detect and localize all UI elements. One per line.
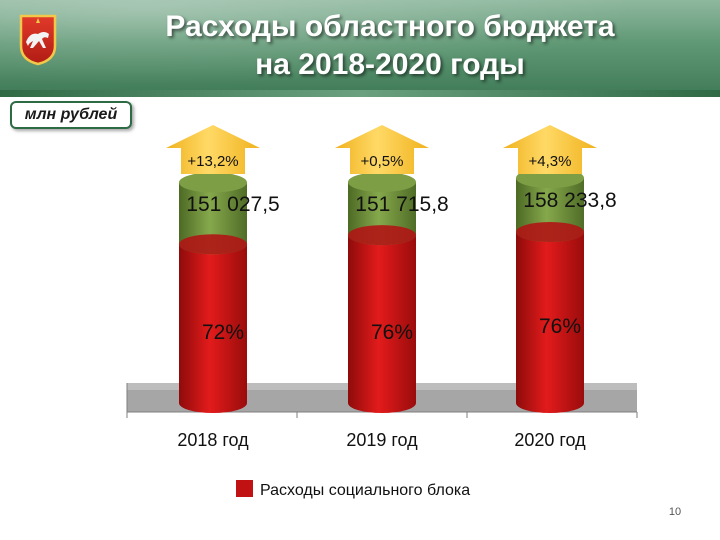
bar-split-cap-2 <box>348 225 416 246</box>
share-label-2: 76% <box>371 321 413 344</box>
total-label-2: 151 715,8 <box>355 193 448 216</box>
category-label-3: 2020 год <box>514 430 586 450</box>
page-number: 10 <box>668 506 682 518</box>
unit-label: млн рублей <box>10 101 132 129</box>
growth-arrow-2 <box>335 125 429 174</box>
legend-swatch-social <box>236 480 253 497</box>
bar-social-3 <box>516 232 584 413</box>
share-label-1: 72% <box>202 321 244 344</box>
bar-social-1 <box>179 244 247 413</box>
header-banner: Расходы областного бюджета на 2018-2020 … <box>0 0 720 97</box>
title-line-1: Расходы областного бюджета <box>165 10 615 43</box>
share-label-3: 76% <box>539 315 581 338</box>
growth-label-1: +13,2% <box>187 153 238 170</box>
bar-top-cap-1 <box>179 172 247 193</box>
bar-split-cap-3 <box>516 222 584 242</box>
growth-arrow-1 <box>166 125 260 174</box>
growth-arrow-3 <box>503 125 597 174</box>
category-label-1: 2018 год <box>177 430 249 450</box>
category-label-2: 2019 год <box>346 430 418 450</box>
bar-split-cap-1 <box>179 234 247 255</box>
growth-label-3: +4,3% <box>529 153 572 170</box>
page-title: Расходы областного бюджета на 2018-2020 … <box>90 8 690 84</box>
title-line-2: на 2018-2020 годы <box>255 48 525 81</box>
total-label-3: 158 233,8 <box>523 189 616 212</box>
growth-label-2: +0,5% <box>361 153 404 170</box>
region-emblem-icon <box>19 14 57 66</box>
legend-label-social: Расходы социального блока <box>260 482 470 499</box>
bar-social-2 <box>348 235 416 413</box>
bar-top-cap-2 <box>348 172 416 193</box>
total-label-1: 151 027,5 <box>186 193 279 216</box>
